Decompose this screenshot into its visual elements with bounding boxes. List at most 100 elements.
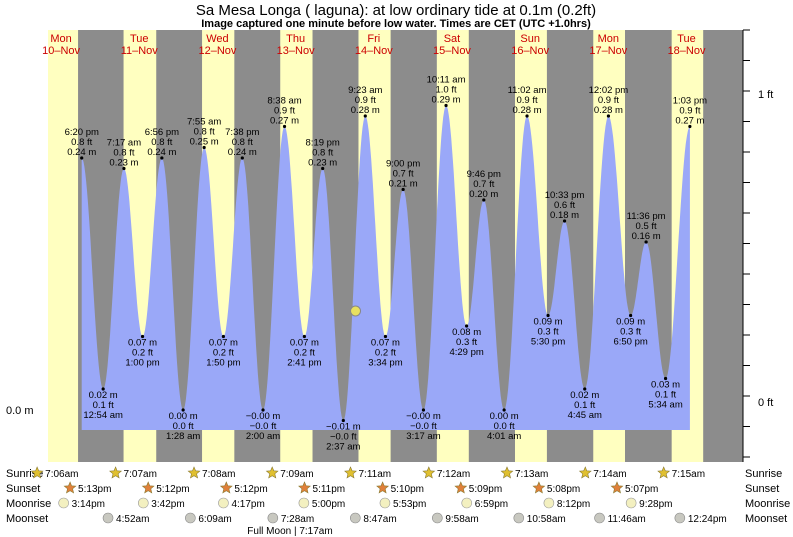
- low-tide-label: 0.07 m0.2 ft1:50 pm: [206, 338, 240, 369]
- moonrise-icon: [58, 497, 69, 509]
- right-axis: [742, 29, 750, 462]
- moonset-icon: [674, 512, 686, 524]
- high-tide-label: 8:38 am0.9 ft0.27 m: [267, 96, 301, 127]
- day-name: Wed: [206, 33, 228, 45]
- high-tide-label: 7:38 pm0.8 ft0.24 m: [225, 127, 259, 158]
- tide-curve: [81, 105, 690, 430]
- high-tide-label: 12:02 pm0.9 ft0.28 m: [589, 85, 629, 116]
- sunset-time: 5:11pm: [313, 484, 346, 495]
- tide-label-text: 0.08 m: [452, 327, 481, 338]
- day-date: 18–Nov: [668, 45, 706, 57]
- day-name: Tue: [130, 33, 149, 45]
- sunset-icon: [298, 481, 311, 494]
- right-axis-zero-label: 0 ft: [758, 397, 773, 409]
- sunrise-icon: [578, 466, 592, 479]
- tide-label-text: 0.23 m: [308, 158, 337, 169]
- sunrise-time: 7:09am: [280, 469, 313, 480]
- tide-label-text: 0.00 m: [490, 411, 519, 422]
- moonrise-icon: [543, 497, 555, 509]
- tide-label-text: 0.2 ft: [132, 348, 153, 359]
- chart-subtitle: Image captured one minute before low wat…: [201, 18, 591, 30]
- tide-label-text: 0.24 m: [147, 147, 176, 158]
- full-moon-note: Full Moon | 7:17am: [247, 526, 332, 537]
- moonrise-time: 8:12pm: [557, 499, 590, 510]
- sunset-time: 5:13pm: [78, 484, 111, 495]
- low-tide-label: 0.00 m0.0 ft4:01 am: [487, 411, 521, 442]
- tide-label-text: 1.0 ft: [435, 85, 456, 96]
- low-tide-label: 0.02 m0.1 ft4:45 am: [568, 390, 602, 421]
- tide-label-text: 7:17 am: [107, 138, 141, 149]
- tide-label-text: 5:30 pm: [531, 337, 565, 348]
- sunset-icon: [454, 481, 468, 494]
- left-axis-label: 0.0 m: [6, 405, 34, 417]
- high-tide-label: 10:11 am1.0 ft0.29 m: [427, 75, 466, 106]
- sunrise-icon: [422, 466, 436, 479]
- low-tide-label: 0.08 m0.3 ft4:29 pm: [449, 327, 483, 358]
- high-tide-label: 9:23 am0.9 ft0.28 m: [348, 85, 382, 116]
- moonrise-time: 5:53pm: [393, 499, 426, 510]
- tide-label-text: 11:02 am: [508, 85, 547, 96]
- sunset-icon: [141, 481, 155, 494]
- sunrise-icon: [187, 466, 201, 479]
- row-label-sunrise-right: Sunrise: [745, 468, 782, 480]
- moonset-time: 12:24pm: [688, 514, 727, 525]
- moonrise-icon: [461, 497, 473, 509]
- tide-label-text: 0.09 m: [534, 317, 563, 328]
- day-name: Mon: [50, 33, 71, 45]
- tide-label-text: 0.28 m: [594, 105, 623, 116]
- tide-label-text: 10:33 pm: [545, 190, 585, 201]
- sunset-time: 5:09pm: [469, 484, 502, 495]
- tide-point: [202, 145, 206, 150]
- tide-label-text: −0.0 ft: [410, 421, 437, 432]
- tide-label-text: 0.3 ft: [456, 337, 477, 348]
- tide-label-text: 8:38 am: [267, 96, 301, 107]
- current-level-marker: [350, 305, 362, 317]
- tide-point: [562, 219, 567, 223]
- tide-label-text: 0.1 ft: [93, 400, 114, 411]
- row-label-sunset-right: Sunset: [745, 483, 779, 495]
- tide-point: [261, 408, 265, 412]
- tide-label-text: 0.9 ft: [355, 95, 376, 106]
- tide-label-text: 2:37 am: [326, 442, 360, 453]
- moonrise-icon: [298, 497, 310, 509]
- tide-label-text: 6:20 pm: [65, 127, 99, 138]
- tide-label-text: 0.18 m: [550, 210, 579, 221]
- tide-label-text: 6:50 pm: [613, 337, 647, 348]
- sunrise-time: 7:14am: [593, 469, 626, 480]
- high-tide-label: 6:56 pm0.8 ft0.24 m: [145, 127, 179, 158]
- row-label-moonrise-left: Moonrise: [6, 498, 51, 510]
- tide-label-text: 0.2 ft: [375, 348, 396, 359]
- day-name: Thu: [286, 33, 305, 45]
- row-label-moonset-right: Moonset: [745, 513, 787, 525]
- tide-label-text: 0.00 m: [169, 411, 198, 422]
- moonrise-time: 5:00pm: [312, 499, 345, 510]
- tide-label-text: 0.2 ft: [294, 348, 315, 359]
- high-tide-label: 7:17 am0.8 ft0.23 m: [107, 138, 141, 169]
- tide-point: [502, 408, 506, 412]
- day-date: 16–Nov: [511, 45, 549, 57]
- tide-label-text: 2:00 am: [246, 431, 280, 442]
- day-date: 11–Nov: [121, 45, 159, 57]
- tide-label-text: 0.0 ft: [173, 421, 194, 432]
- tide-point: [240, 156, 244, 160]
- tide-label-text: 4:01 am: [487, 431, 521, 442]
- tide-label-text: 7:55 am: [187, 117, 221, 128]
- tide-label-text: 0.03 m: [651, 380, 680, 391]
- tide-label-text: 0.8 ft: [151, 137, 172, 148]
- moonset-time: 4:52am: [116, 514, 149, 525]
- moonrise-time: 4:17pm: [231, 499, 264, 510]
- sunset-icon: [63, 481, 77, 494]
- day-name: Tue: [677, 33, 696, 45]
- tide-label-text: 0.28 m: [513, 105, 542, 116]
- high-tide-label: 9:46 pm0.7 ft0.20 m: [467, 169, 501, 200]
- tide-label-text: 0.9 ft: [679, 106, 700, 117]
- tide-label-text: −0.00 m: [406, 411, 441, 422]
- row-label-sunset-left: Sunset: [6, 483, 40, 495]
- low-tide-label: −0.00 m−0.0 ft2:00 am: [246, 411, 281, 442]
- tide-label-text: −0.01 m: [326, 422, 361, 433]
- tide-label-text: 0.20 m: [469, 189, 498, 200]
- tide-label-text: 4:29 pm: [449, 347, 483, 358]
- tide-label-text: 12:54 am: [83, 410, 123, 421]
